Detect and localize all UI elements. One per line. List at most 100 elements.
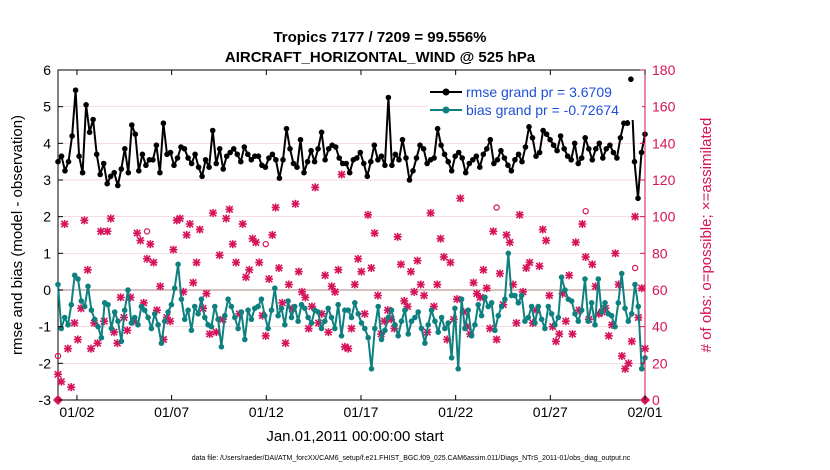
bias-point: [135, 322, 141, 328]
bias-point: [428, 307, 435, 314]
bias-point: [61, 314, 68, 321]
bias-point: [295, 318, 301, 325]
legend-rmse-marker: [442, 88, 450, 96]
bias-point: [68, 301, 75, 308]
obs-count-point: [624, 359, 633, 368]
bias-point: [612, 323, 618, 330]
x-tick-label: 01/17: [343, 404, 378, 420]
rmse-point: [519, 158, 525, 165]
obs-count-point: [373, 291, 382, 300]
possible-count-marker: [54, 352, 62, 360]
bias-point: [235, 325, 241, 332]
obs-count-point: [202, 289, 211, 298]
bias-point: [88, 307, 95, 314]
bias-point: [438, 314, 445, 321]
bias-point: [588, 300, 595, 306]
rmse-point: [554, 147, 560, 154]
obs-count-point: [57, 377, 66, 386]
obs-count-point: [413, 256, 422, 265]
bias-point: [412, 314, 418, 321]
obs-count-point: [621, 364, 630, 373]
rmse-point: [445, 158, 452, 165]
obs-count-point: [482, 284, 491, 293]
obs-count-point: [241, 273, 250, 282]
rmse-point: [220, 166, 226, 172]
bias-point: [258, 296, 265, 303]
bias-point: [55, 281, 61, 288]
chart-title-line2: AIRCRAFT_HORIZONTAL_WIND @ 525 hPa: [225, 49, 536, 66]
obs-count-point: [492, 335, 501, 344]
obs-count-point: [360, 309, 369, 318]
obs-count-point: [169, 245, 178, 254]
x-tick-label: 01/12: [249, 404, 284, 420]
legend-bias-marker: [442, 106, 450, 114]
bias-point: [478, 312, 485, 319]
bias-point: [178, 296, 185, 303]
x-tick-label: 01/02: [59, 404, 94, 420]
bias-point: [158, 340, 165, 347]
bias-point: [322, 318, 328, 325]
rmse-point: [508, 168, 515, 174]
bias-point: [302, 305, 308, 312]
bias-point: [445, 320, 452, 326]
obs-count-point: [456, 194, 465, 203]
bias-point: [625, 318, 632, 325]
left-tick-label: 1: [43, 245, 51, 261]
obs-count-point: [208, 209, 217, 217]
rmse-point: [297, 136, 304, 143]
right-tick-label: 60: [652, 282, 668, 298]
obs-count-point: [232, 258, 241, 267]
rmse-point: [614, 155, 620, 161]
rmse-point: [86, 129, 93, 136]
rmse-point: [578, 155, 585, 161]
left-y-axis: -3 -2 -1 0 1 2 3 4 5 6: [39, 62, 63, 408]
obs-count-point: [274, 264, 283, 272]
bias-point: [168, 301, 175, 308]
possible-count-marker: [143, 228, 151, 235]
rmse-point: [392, 151, 399, 158]
right-tick-label: 100: [652, 209, 676, 225]
bias-point: [542, 325, 548, 332]
left-axis-label: rmse and bias (model - observation): [9, 115, 26, 355]
rmse-point: [213, 160, 219, 167]
bias-point: [308, 320, 315, 326]
obs-count-point: [146, 240, 155, 249]
rmse-point: [301, 169, 307, 176]
bias-point: [518, 292, 525, 299]
bias-point: [352, 300, 358, 306]
rmse-point: [234, 151, 241, 158]
rmse-point: [635, 195, 641, 202]
bias-point: [525, 314, 532, 321]
bias-point: [492, 327, 498, 334]
bias-point: [385, 314, 392, 321]
obs-count-point: [73, 335, 82, 344]
rmse-point: [76, 153, 82, 159]
obs-count-point: [561, 317, 570, 326]
rmse-point: [104, 180, 110, 187]
rmse-point: [308, 147, 314, 154]
obs-count-point: [479, 265, 488, 274]
obs-count-point: [370, 229, 379, 238]
bias-point: [388, 307, 395, 314]
rmse-point: [571, 140, 578, 147]
rmse-point: [72, 87, 79, 93]
obs-count-point: [337, 170, 346, 179]
bias-point: [405, 331, 412, 337]
rmse-point: [336, 155, 343, 161]
bias-point: [292, 303, 298, 310]
bias-point: [488, 300, 495, 306]
rmse-point: [607, 142, 613, 148]
bias-point: [91, 316, 98, 323]
bias-point: [618, 270, 625, 277]
rmse-point: [97, 171, 103, 178]
bias-point: [318, 325, 325, 332]
bias-point: [372, 325, 378, 332]
rmse-point: [111, 169, 117, 176]
rmse-point: [171, 162, 177, 169]
obs-count-point: [311, 183, 320, 192]
bias-point: [448, 355, 455, 361]
possible-count-marker: [262, 240, 269, 248]
rmse-point: [167, 149, 174, 156]
right-tick-label: 80: [652, 245, 668, 261]
bias-point: [188, 327, 195, 334]
